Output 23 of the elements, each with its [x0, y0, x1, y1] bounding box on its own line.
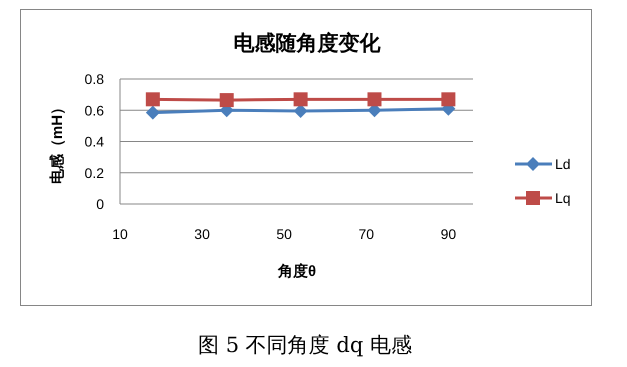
chart-title: 电感随角度变化: [234, 30, 382, 55]
legend-label: Lq: [555, 190, 571, 206]
y-tick-label: 0: [96, 196, 104, 212]
point: [294, 92, 308, 106]
y-tick-label: 0.6: [84, 102, 104, 118]
point: [367, 92, 382, 106]
point: [441, 92, 456, 106]
point: [146, 92, 160, 106]
x-tick-label: 50: [276, 226, 292, 242]
y-tick-label: 0.8: [84, 71, 104, 87]
y-tick-label: 0.4: [84, 134, 104, 150]
x-tick-label: 10: [112, 226, 128, 242]
y-axis-title: 电感（mH）: [49, 100, 66, 184]
point: [294, 104, 308, 118]
x-tick-label: 30: [194, 226, 210, 242]
point: [146, 106, 160, 120]
point: [220, 93, 234, 108]
x-tick-label: 70: [358, 226, 374, 242]
caption: 图 5 不同角度 dq 电感: [198, 333, 412, 357]
y-tick-label: 0.2: [84, 164, 104, 181]
legend-label: Ld: [555, 156, 571, 172]
x-axis-title: 角度θ: [276, 262, 316, 280]
x-tick-label: 90: [440, 226, 456, 242]
